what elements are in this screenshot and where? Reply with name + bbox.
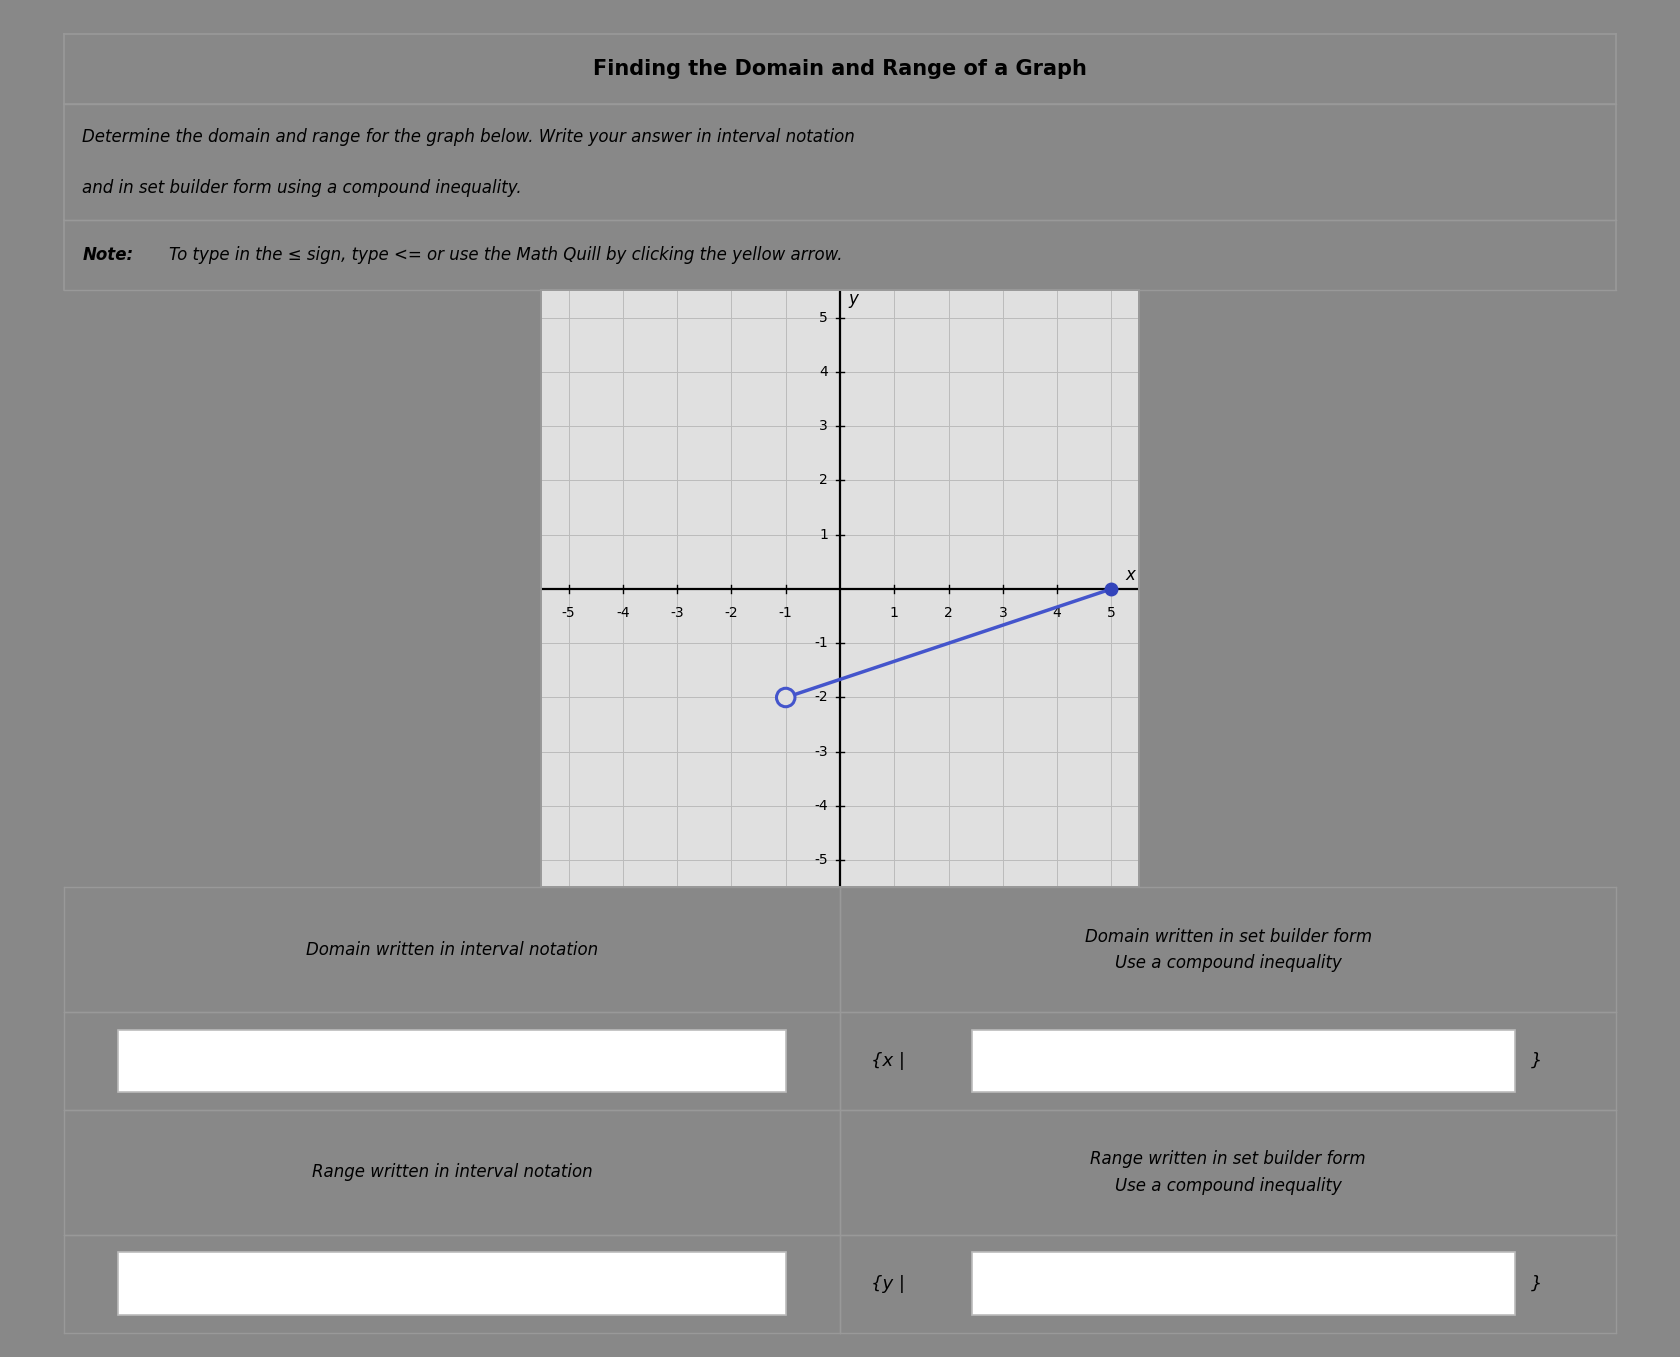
Text: Range written in interval notation: Range written in interval notation [311, 1163, 593, 1182]
Text: }: } [1530, 1052, 1542, 1071]
Text: -4: -4 [617, 607, 630, 620]
Text: -1: -1 [815, 636, 828, 650]
FancyBboxPatch shape [118, 1030, 786, 1092]
Text: {x |: {x | [870, 1052, 906, 1071]
Text: -2: -2 [724, 607, 738, 620]
FancyBboxPatch shape [118, 1253, 786, 1315]
Text: -5: -5 [815, 854, 828, 867]
Text: 1: 1 [890, 607, 899, 620]
Text: -4: -4 [815, 799, 828, 813]
Text: 1: 1 [820, 528, 828, 541]
Text: 3: 3 [998, 607, 1008, 620]
Text: -3: -3 [815, 745, 828, 759]
Circle shape [776, 688, 795, 707]
Text: -5: -5 [561, 607, 576, 620]
FancyBboxPatch shape [973, 1253, 1515, 1315]
Text: Determine the domain and range for the graph below. Write your answer in interva: Determine the domain and range for the g… [82, 128, 855, 145]
Text: -1: -1 [780, 607, 793, 620]
Text: 4: 4 [820, 365, 828, 379]
Text: -3: -3 [670, 607, 684, 620]
Text: 2: 2 [820, 474, 828, 487]
Text: and in set builder form using a compound inequality.: and in set builder form using a compound… [82, 179, 522, 197]
Text: 5: 5 [1107, 607, 1116, 620]
Text: Domain written in set builder form
Use a compound inequality: Domain written in set builder form Use a… [1085, 928, 1371, 972]
Text: Finding the Domain and Range of a Graph: Finding the Domain and Range of a Graph [593, 60, 1087, 79]
Text: }: } [1530, 1274, 1542, 1293]
Text: 2: 2 [944, 607, 953, 620]
Text: {y |: {y | [870, 1274, 906, 1293]
Text: Note:: Note: [82, 246, 134, 265]
Text: x: x [1126, 566, 1136, 585]
Text: To type in the ≤ sign, type <= or use the Math Quill by clicking the yellow arro: To type in the ≤ sign, type <= or use th… [170, 246, 843, 265]
Text: y: y [848, 289, 858, 308]
Text: Range written in set builder form
Use a compound inequality: Range written in set builder form Use a … [1090, 1151, 1366, 1194]
Text: -2: -2 [815, 691, 828, 704]
Text: 5: 5 [820, 311, 828, 324]
Text: 3: 3 [820, 419, 828, 433]
FancyBboxPatch shape [973, 1030, 1515, 1092]
Text: Domain written in interval notation: Domain written in interval notation [306, 940, 598, 959]
Text: 4: 4 [1053, 607, 1062, 620]
